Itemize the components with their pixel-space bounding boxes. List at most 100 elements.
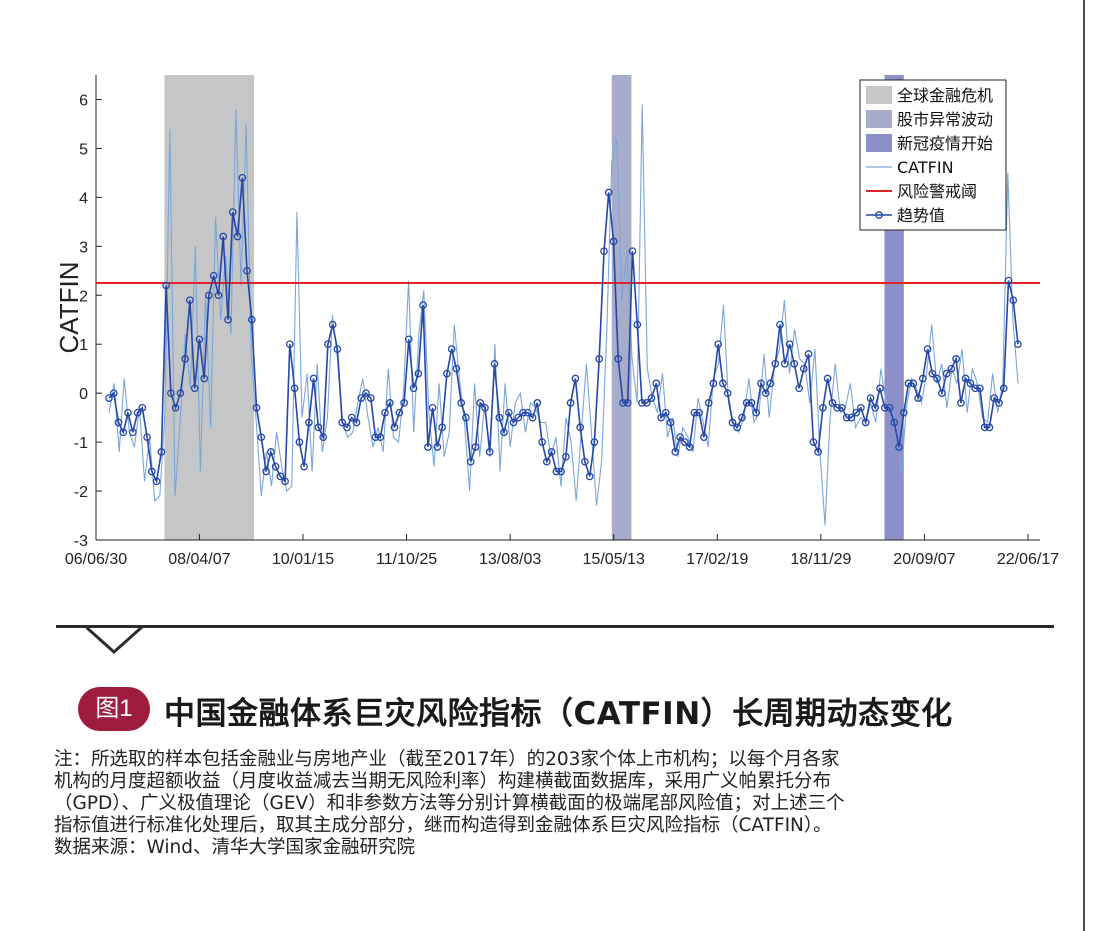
- trend-point: [252, 403, 261, 412]
- trend-point: [366, 394, 375, 402]
- trend-point: [162, 281, 170, 290]
- trend-point: [795, 384, 803, 393]
- trend-point: [799, 364, 808, 373]
- legend-label: CATFIN: [897, 158, 954, 177]
- trend-point: [804, 350, 813, 358]
- trend-point: [452, 364, 461, 373]
- y-tick-label: -2: [74, 484, 88, 501]
- trend-point: [1009, 296, 1018, 305]
- trend-point: [776, 320, 784, 329]
- trend-point: [114, 418, 123, 427]
- trend-point: [138, 403, 147, 412]
- trend-point: [828, 399, 837, 407]
- chart-svg: -3 -2 -1 0 1 2 3 4 5 6 06/06/30 08/04/07 10/01/15 11/…: [54, 75, 1059, 568]
- trend-point: [509, 418, 518, 427]
- legend-swatch: [866, 134, 892, 152]
- trend-point: [343, 423, 351, 432]
- trend-point: [495, 413, 504, 422]
- trend-point: [628, 247, 637, 256]
- trend-point: [295, 438, 304, 446]
- trend-point: [733, 423, 742, 432]
- trend-point: [581, 457, 589, 466]
- note-line: 机构的月度超额收益（月度收益减去当期无风险利率）构建横截面数据库，采用广义帕累托…: [54, 771, 832, 792]
- trend-point: [899, 408, 908, 417]
- trend-point: [642, 399, 651, 407]
- trend-point: [747, 399, 756, 407]
- trend-point: [638, 399, 646, 407]
- trend-point: [381, 408, 389, 417]
- trend-point: [533, 399, 542, 407]
- trend-point: [761, 389, 770, 398]
- trend-point: [395, 408, 404, 417]
- trend-point: [647, 394, 656, 402]
- trend-point: [181, 355, 189, 363]
- trend-point: [186, 296, 194, 305]
- trend-point: [457, 399, 466, 407]
- trend-point: [523, 408, 532, 417]
- trend-point: [243, 266, 251, 275]
- trend-point: [443, 369, 451, 378]
- trend-point: [723, 389, 732, 398]
- trend-point: [305, 418, 313, 427]
- y-tick-label: 5: [79, 141, 88, 158]
- trend-point: [833, 403, 842, 412]
- trend-point: [971, 384, 980, 393]
- x-tick-label: 08/04/07: [168, 551, 230, 568]
- trend-point: [871, 403, 880, 412]
- trend-point: [600, 247, 608, 256]
- trend-point: [319, 433, 328, 442]
- trend-point: [404, 335, 413, 344]
- trend-point: [433, 443, 442, 451]
- trend-point: [771, 359, 780, 368]
- note-line: 注：所选取的样本包括金融业与房地产业（截至2017年）的203家个体上市机构；以…: [54, 749, 840, 770]
- trend-point: [390, 423, 399, 432]
- y-axis-label: CATFIN: [54, 262, 84, 354]
- trend-point: [333, 345, 342, 353]
- trend-point: [476, 399, 485, 407]
- legend-label: 风险警戒阈: [897, 182, 977, 201]
- trend-point: [690, 408, 699, 417]
- trend-point: [585, 472, 594, 481]
- legend-swatch: [866, 86, 892, 104]
- x-tick-label: 06/06/30: [65, 551, 127, 568]
- trend-point: [224, 315, 232, 324]
- trend-point: [542, 457, 551, 466]
- legend-label: 股市异常波动: [897, 110, 993, 129]
- trend-point: [124, 408, 132, 417]
- trend-point: [914, 394, 922, 402]
- trend-point: [757, 379, 765, 388]
- trend-point: [876, 384, 884, 393]
- trend-point: [147, 467, 156, 476]
- trend-point: [866, 394, 875, 402]
- trend-point: [409, 384, 418, 393]
- trend-point: [895, 443, 903, 451]
- trend-point: [157, 448, 166, 456]
- trend-point: [214, 291, 223, 300]
- x-tick-label: 20/09/07: [893, 551, 955, 568]
- trend-point: [504, 408, 513, 417]
- trend-point: [780, 359, 789, 368]
- trend-point: [271, 462, 280, 471]
- trend-point: [923, 345, 932, 353]
- trend-point: [519, 408, 527, 417]
- trend-point: [695, 408, 703, 417]
- trend-point: [281, 477, 289, 486]
- trend-point: [999, 384, 1008, 393]
- trend-point: [276, 472, 285, 481]
- trend-point: [528, 413, 537, 422]
- trend-point: [766, 379, 775, 388]
- trend-point: [233, 232, 242, 241]
- trend-point: [385, 399, 394, 407]
- section-divider: [56, 625, 1054, 628]
- trend-point: [357, 394, 366, 402]
- trend-point: [918, 374, 927, 383]
- trend-point: [681, 438, 689, 446]
- trend-point: [362, 389, 370, 398]
- trend-point: [857, 403, 865, 412]
- trend-point: [947, 364, 956, 373]
- trend-point: [985, 423, 994, 432]
- trend-point: [290, 384, 299, 393]
- trend-point: [266, 448, 275, 456]
- trend-point: [371, 433, 380, 442]
- legend-label: 新冠疫情开始: [897, 134, 993, 153]
